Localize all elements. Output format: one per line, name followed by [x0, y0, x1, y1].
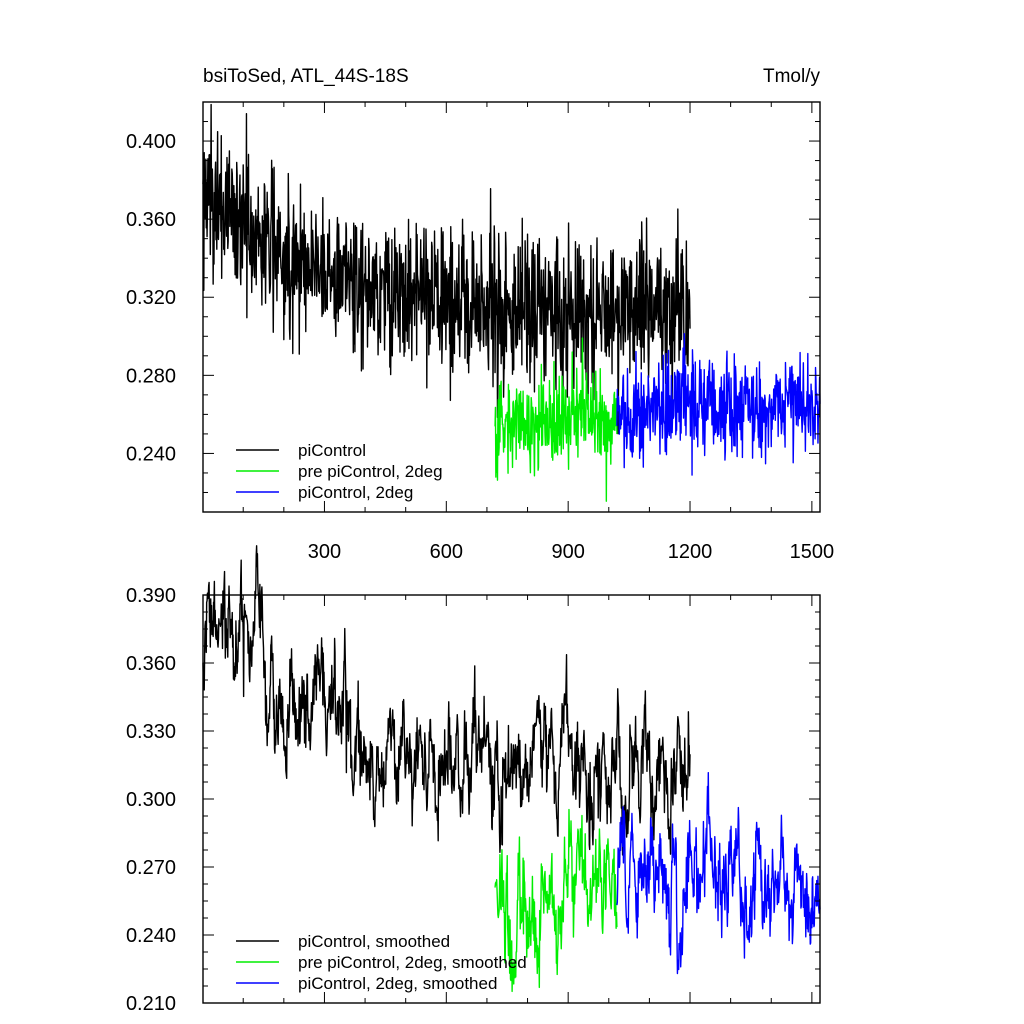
top-y-tick-label: 0.240: [126, 443, 176, 465]
top-legend: piControl pre piControl, 2deg piControl,…: [236, 441, 443, 502]
top-x-tick-label: 300: [308, 541, 341, 563]
bottom-y-tick-label: 0.300: [126, 789, 176, 811]
units-label: Tmol/y: [763, 66, 821, 87]
bottom-plot-area: 0.210 0.240 0.270 0.300 0.330 0.360 0.390: [126, 545, 821, 1015]
bottom-series-picontrol-smoothed: [202, 545, 691, 856]
top-x-tick-label: 1500: [790, 541, 835, 563]
top-panel: 300 600 900 1200 1500 0.240 0.280 0.320 0.360 0.…: [126, 101, 835, 563]
legend-label-pre-piControl-2deg-smoothed: pre piControl, 2deg, smoothed: [298, 953, 527, 972]
top-x-tick-label: 600: [430, 541, 463, 563]
bottom-y-tick-label: 0.270: [126, 857, 176, 879]
bottom-series-picontrol-2deg-smoothed: [616, 771, 821, 975]
top-plot-frame: [202, 101, 821, 513]
bottom-y-tick-label: 0.210: [126, 993, 176, 1015]
chart-title: bsiToSed, ATL_44S-18S: [203, 66, 409, 87]
bottom-y-tick-label: 0.240: [126, 925, 176, 947]
legend-label-piControl: piControl: [298, 441, 366, 460]
legend-label-piControl-2deg-smoothed: piControl, 2deg, smoothed: [298, 974, 497, 993]
bottom-y-tick-label: 0.360: [126, 653, 176, 675]
top-y-tick-label: 0.280: [126, 365, 176, 387]
top-x-tick-label: 1200: [668, 541, 713, 563]
top-y-tick-label: 0.320: [126, 287, 176, 309]
legend-label-piControl-smoothed: piControl, smoothed: [298, 932, 450, 951]
bottom-panel: 0.210 0.240 0.270 0.300 0.330 0.360 0.390 piCo…: [126, 545, 821, 1015]
top-y-tick-label: 0.400: [126, 131, 176, 153]
bottom-y-tick-label: 0.330: [126, 721, 176, 743]
top-plot-area: 300 600 900 1200 1500 0.240 0.280 0.320 0.360 0.…: [126, 101, 835, 563]
bottom-y-tick-label: 0.390: [126, 585, 176, 607]
top-series-pre-picontrol-2deg: [494, 337, 618, 502]
top-y-tick-label: 0.360: [126, 209, 176, 231]
bottom-legend: piControl, smoothed pre piControl, 2deg,…: [236, 932, 527, 993]
legend-label-pre-piControl-2deg: pre piControl, 2deg: [298, 462, 443, 481]
top-series-picontrol-2deg: [616, 332, 821, 476]
top-x-tick-label: 900: [551, 541, 584, 563]
legend-label-piControl-2deg: piControl, 2deg: [298, 483, 413, 502]
bottom-series-pre-picontrol-2deg-smoothed: [494, 808, 618, 993]
top-series-picontrol: [202, 103, 691, 435]
